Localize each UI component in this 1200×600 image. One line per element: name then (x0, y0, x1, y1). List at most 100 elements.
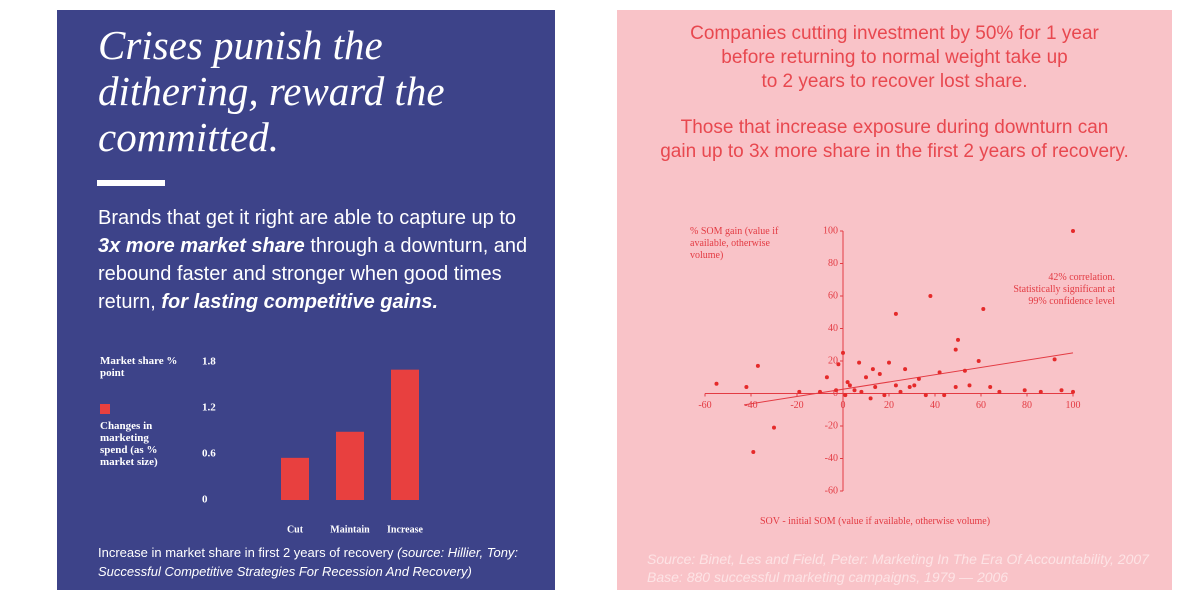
bar-ylabel: Market share % point (100, 355, 178, 379)
point (1052, 357, 1057, 362)
point (847, 383, 852, 388)
point (916, 376, 921, 381)
point (928, 294, 933, 298)
point (997, 389, 1002, 394)
point (857, 360, 862, 365)
scatter-ylabel: % SOM gain (value if available, otherwis… (690, 226, 779, 261)
point (1071, 389, 1075, 394)
point (797, 389, 802, 394)
legend-swatch (100, 404, 110, 414)
caption-source: (source: Hillier, Tony: Successful Compe… (98, 545, 519, 579)
point (834, 388, 839, 393)
y-tick-label: 20 (828, 355, 838, 366)
point (937, 370, 942, 375)
point (981, 307, 986, 311)
y-tick-label: -20 (825, 420, 838, 431)
trendline (744, 352, 1074, 406)
scatter-xlabel: SOV - initial SOM (value if available, o… (760, 516, 991, 527)
x-tick-label: 40 (930, 400, 940, 411)
bar (391, 369, 419, 500)
body-text: Brands that get it right are able to cap… (98, 204, 538, 316)
point (877, 372, 882, 376)
point (824, 375, 829, 380)
point (893, 383, 898, 388)
point (988, 385, 993, 389)
headline-line: Companies cutting investment by 50% for … (690, 23, 1099, 44)
x-tick-label: 20 (884, 400, 894, 411)
point (1022, 388, 1027, 393)
point (772, 425, 776, 430)
point (1059, 388, 1064, 393)
headline: Companies cutting investment by 50% for … (617, 22, 1172, 94)
bar (281, 457, 309, 500)
x-tick-label: -20 (790, 400, 803, 411)
x-tick-label: -60 (698, 400, 711, 411)
point (953, 385, 958, 389)
point (962, 368, 967, 373)
right-panel (617, 10, 1172, 590)
point (923, 393, 928, 398)
subheadline: Those that increase exposure during down… (617, 116, 1172, 164)
point (859, 389, 864, 394)
caption-text: Increase in market share in first 2 year… (98, 545, 394, 560)
point (870, 367, 875, 372)
x-tick-label: 0 (841, 400, 846, 411)
point (818, 389, 822, 394)
y-tick-label: -40 (825, 453, 838, 464)
x-tick-label: Cut (287, 524, 304, 535)
x-tick-label: Increase (387, 524, 423, 535)
y-tick-label: 0 (202, 494, 208, 506)
x-tick-label: Maintain (330, 524, 370, 535)
point (953, 347, 958, 352)
point (976, 359, 981, 363)
body-segment: 3x more market share (98, 235, 305, 257)
x-tick-label: 100 (1066, 400, 1081, 411)
point (852, 388, 857, 393)
y-tick-label: 0 (833, 388, 838, 399)
x-tick-label: 60 (976, 400, 986, 411)
point (714, 381, 719, 386)
y-tick-label: 60 (828, 290, 838, 301)
body-segment: for lasting competitive gains. (161, 291, 439, 313)
point (903, 367, 908, 372)
point (898, 389, 903, 394)
point (841, 350, 845, 355)
y-tick-label: -60 (825, 485, 838, 496)
bar-chart: 0 0.6 1.2 1.8 Cut Maintain Increase (100, 356, 424, 535)
point (1071, 229, 1075, 233)
point (956, 337, 960, 342)
point (744, 385, 749, 389)
headline-line: before returning to normal weight take u… (721, 47, 1068, 68)
body-segment: Brands that get it right are able to cap… (98, 207, 517, 229)
title-line: committed. (98, 114, 280, 160)
point (864, 375, 868, 380)
headline-line: to 2 years to recover lost share. (761, 71, 1028, 92)
subheadline-line: Those that increase exposure during down… (680, 117, 1109, 138)
x-tick-label: -40 (744, 400, 757, 411)
point (751, 450, 756, 454)
point (1038, 389, 1043, 394)
point (836, 362, 841, 367)
y-tick-label: 40 (828, 323, 838, 334)
bar (336, 431, 364, 500)
point (868, 396, 873, 401)
point (967, 383, 972, 388)
y-tick-label: 100 (823, 225, 838, 236)
point (882, 393, 887, 398)
title-line: Crises punish the (98, 22, 383, 68)
subheadline-line: gain up to 3x more share in the first 2 … (660, 141, 1129, 162)
source: Source: Binet, Les and Field, Peter: Mar… (647, 551, 1149, 585)
body-segment: through a downturn, and rebound faster a… (98, 235, 528, 313)
point (893, 311, 898, 316)
point (845, 380, 850, 385)
annotation: 42% correlation. Statistically significa… (1013, 272, 1115, 307)
caption: Increase in market share in first 2 year… (98, 543, 548, 581)
point (912, 383, 917, 388)
point (755, 363, 760, 368)
point (907, 385, 912, 389)
point (873, 385, 878, 389)
point (887, 360, 891, 365)
y-tick-label: 0.6 (202, 448, 216, 460)
y-tick-label: 1.2 (202, 402, 216, 414)
